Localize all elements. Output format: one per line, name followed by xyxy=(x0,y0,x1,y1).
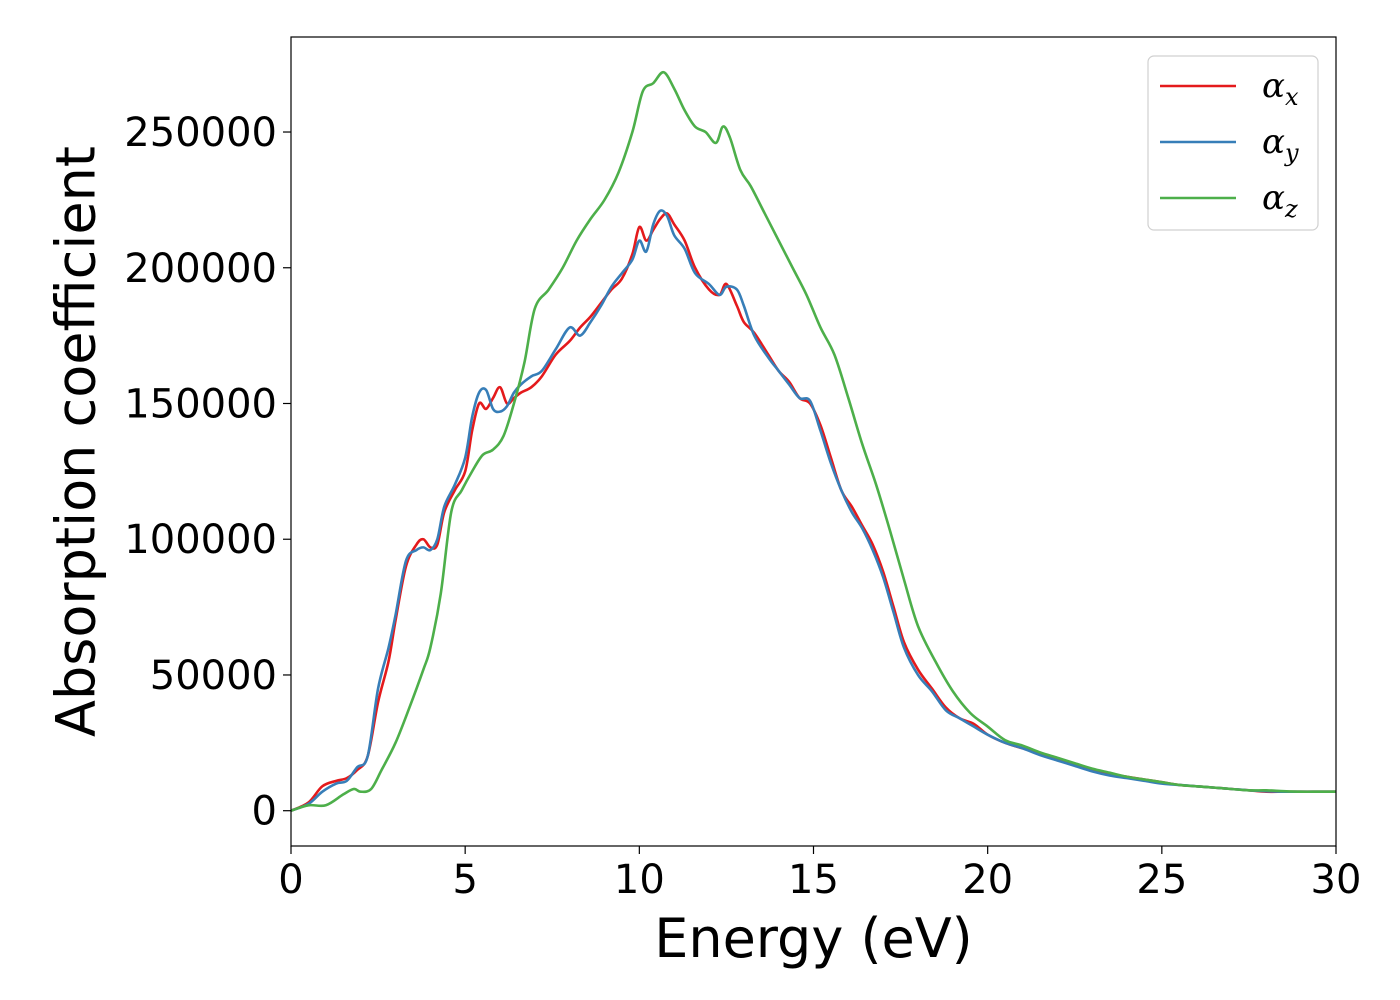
y-tick-label: 150000 xyxy=(124,381,277,427)
x-tick-label: 30 xyxy=(1311,857,1362,903)
x-axis: 0 5 10 15 20 25 30 xyxy=(278,846,1361,903)
y-tick-label: 0 xyxy=(252,789,277,835)
x-tick-label: 5 xyxy=(452,857,477,903)
x-axis-title: Energy (eV) xyxy=(654,907,973,970)
y-axis-title: Absorption coefficient xyxy=(45,146,108,737)
x-tick-label: 20 xyxy=(962,857,1013,903)
x-tick-label: 25 xyxy=(1136,857,1187,903)
x-tick-label: 10 xyxy=(614,857,665,903)
y-tick-label: 100000 xyxy=(124,517,277,563)
legend-label-z: αz xyxy=(1262,178,1298,223)
series-line-y xyxy=(291,209,1336,812)
series-line-z xyxy=(291,70,1336,812)
legend-label-x: αx xyxy=(1262,66,1299,111)
y-axis: 0 50000 100000 150000 200000 250000 xyxy=(124,110,291,835)
x-tick-label: 0 xyxy=(278,857,303,903)
y-tick-label: 50000 xyxy=(150,653,277,699)
legend: αx αy αz xyxy=(1147,55,1319,231)
series-line-x xyxy=(291,212,1336,812)
y-tick-label: 200000 xyxy=(124,246,277,292)
legend-label-y: αy xyxy=(1262,122,1299,167)
x-tick-label: 15 xyxy=(788,857,839,903)
y-tick-label: 250000 xyxy=(124,110,277,156)
series-layer xyxy=(291,70,1336,812)
